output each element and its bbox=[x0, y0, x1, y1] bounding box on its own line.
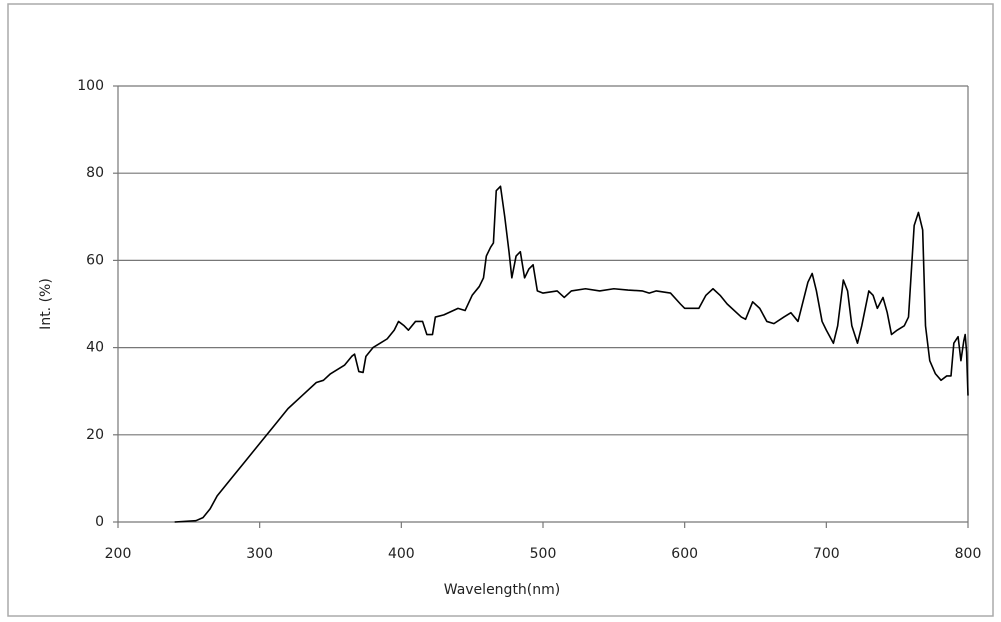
x-tick-label: 300 bbox=[246, 546, 273, 562]
y-tick-label: 80 bbox=[86, 165, 104, 181]
x-tick-label: 800 bbox=[955, 546, 982, 562]
line-series bbox=[174, 185, 969, 523]
x-tick-label: 500 bbox=[530, 546, 557, 562]
x-tick-label: 600 bbox=[671, 546, 698, 562]
x-axis-label: Wavelength(nm) bbox=[444, 582, 560, 598]
y-tick-label: 60 bbox=[86, 252, 104, 268]
x-tick-label: 400 bbox=[388, 546, 415, 562]
y-axis-label: Int. (%) bbox=[38, 278, 54, 330]
x-tick-label: 700 bbox=[813, 546, 840, 562]
y-tick-label: 0 bbox=[95, 514, 104, 530]
y-tick-label: 20 bbox=[86, 427, 104, 443]
y-tick-label: 100 bbox=[77, 78, 104, 94]
frame bbox=[7, 3, 994, 617]
x-tick-label: 200 bbox=[105, 546, 132, 562]
y-tick-label: 40 bbox=[86, 340, 104, 356]
